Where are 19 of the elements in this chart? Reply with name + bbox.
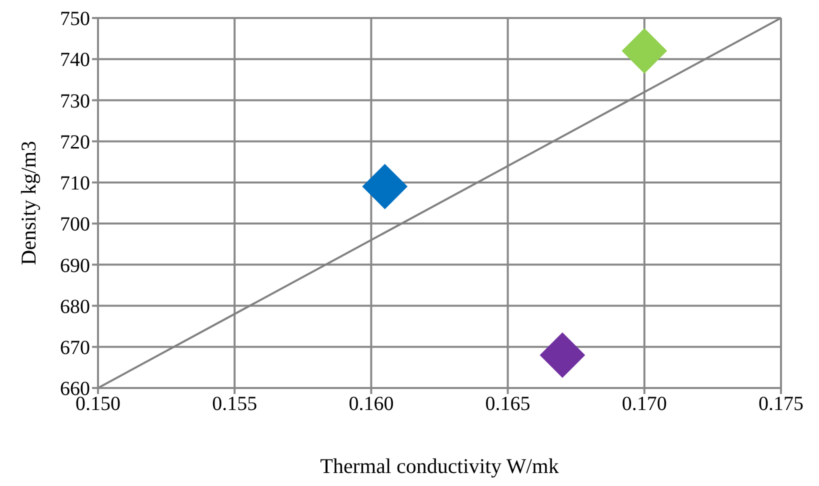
x-tick-label: 0.175 — [758, 393, 804, 416]
point — [540, 332, 585, 378]
y-tick-label: 740 — [60, 49, 90, 72]
x-tick-label: 0.170 — [622, 393, 667, 416]
x-tick-label: 0.165 — [485, 393, 530, 416]
y-tick-label: 750 — [60, 8, 90, 30]
y-tick-label: 700 — [60, 214, 90, 236]
x-tick-label: 0.160 — [348, 393, 394, 416]
y-tick-label: 730 — [60, 90, 90, 112]
point — [362, 164, 408, 210]
y-tick-label: 690 — [60, 254, 90, 277]
y-tick-label: 720 — [60, 131, 90, 154]
y-tick-label: 710 — [60, 172, 90, 195]
y-tick-label: 680 — [60, 296, 90, 318]
x-axis-title: Thermal conductivity W/mk — [320, 454, 560, 478]
x-tick-label: 0.155 — [212, 393, 258, 416]
y-tick-label: 670 — [60, 336, 90, 359]
y-axis-title: Density kg/m3 — [16, 140, 40, 266]
point — [622, 28, 667, 74]
